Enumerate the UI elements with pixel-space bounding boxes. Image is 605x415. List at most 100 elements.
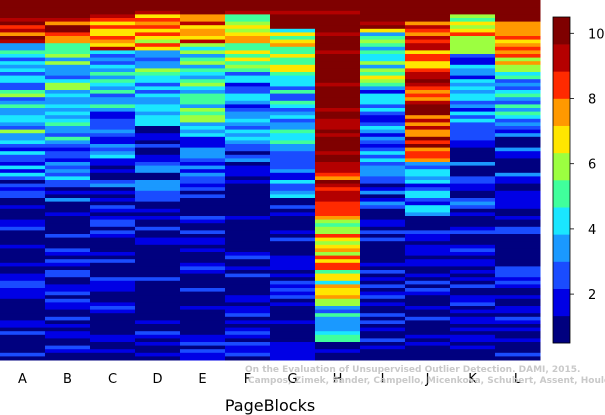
heatmap-cell <box>270 75 316 80</box>
heatmap-cell <box>315 0 361 5</box>
heatmap-cell <box>360 97 406 102</box>
heatmap-cell <box>495 90 541 95</box>
heatmap-cell <box>315 201 361 206</box>
heatmap-cell <box>135 190 181 195</box>
heatmap-cell <box>405 230 451 235</box>
heatmap-cell <box>360 129 406 134</box>
heatmap-cell <box>180 342 226 347</box>
heatmap-cell <box>0 154 46 159</box>
heatmap-cell <box>270 147 316 152</box>
heatmap-cell <box>405 309 451 314</box>
heatmap-cell <box>90 306 136 311</box>
heatmap-cell <box>225 46 271 51</box>
heatmap-cell <box>360 14 406 19</box>
heatmap-cell <box>360 21 406 26</box>
heatmap-cell <box>360 169 406 174</box>
heatmap-cell <box>495 262 541 267</box>
heatmap-cell <box>360 154 406 159</box>
heatmap-cell <box>405 90 451 95</box>
heatmap-cell <box>315 187 361 192</box>
heatmap-cell <box>225 79 271 84</box>
heatmap-cell <box>315 165 361 170</box>
heatmap-cell <box>315 75 361 80</box>
heatmap-cell <box>360 115 406 120</box>
heatmap-cell <box>450 75 496 80</box>
heatmap-cell <box>180 331 226 336</box>
heatmap-cell <box>360 162 406 167</box>
heatmap-cell <box>405 172 451 177</box>
heatmap-cell <box>315 21 361 26</box>
heatmap-cell <box>0 162 46 167</box>
colorbar-segment <box>553 98 570 126</box>
heatmap-cell <box>135 169 181 174</box>
x-axis-label: PageBlocks <box>225 396 315 415</box>
heatmap-cell <box>180 284 226 289</box>
heatmap-cell <box>45 273 91 278</box>
heatmap-cell <box>0 75 46 80</box>
heatmap-cell <box>0 266 46 271</box>
heatmap-cell <box>450 18 496 23</box>
heatmap-cell <box>90 349 136 354</box>
heatmap-cell <box>135 183 181 188</box>
heatmap-cell <box>45 180 91 185</box>
heatmap-cell <box>225 169 271 174</box>
heatmap-cell <box>45 90 91 95</box>
heatmap-cell <box>270 270 316 275</box>
heatmap-cell <box>45 208 91 213</box>
heatmap-cell <box>495 313 541 318</box>
heatmap-cell <box>315 298 361 303</box>
heatmap-cell <box>360 234 406 239</box>
heatmap-cell <box>450 273 496 278</box>
heatmap-cell <box>270 230 316 235</box>
heatmap-cell <box>450 208 496 213</box>
heatmap-cell <box>45 111 91 116</box>
heatmap-cell <box>450 115 496 120</box>
heatmap-cell <box>45 82 91 87</box>
heatmap-cell <box>90 295 136 300</box>
heatmap-cell <box>180 14 226 19</box>
heatmap-cell <box>135 230 181 235</box>
heatmap-cell <box>270 295 316 300</box>
heatmap-cell <box>495 25 541 30</box>
heatmap-cell <box>90 18 136 23</box>
heatmap-cell <box>495 32 541 37</box>
heatmap-cell <box>450 334 496 339</box>
heatmap-cell <box>135 201 181 206</box>
heatmap-cell <box>135 302 181 307</box>
heatmap-cell <box>270 165 316 170</box>
heatmap-cell <box>270 345 316 350</box>
heatmap-cell <box>0 201 46 206</box>
heatmap-cell <box>270 61 316 66</box>
heatmap-cell <box>450 14 496 19</box>
heatmap-cell <box>225 57 271 62</box>
heatmap-cell <box>450 291 496 296</box>
colorbar-frame <box>552 16 571 344</box>
heatmap-cell <box>450 0 496 5</box>
heatmap-cell <box>180 190 226 195</box>
heatmap-cell <box>315 162 361 167</box>
heatmap-cell <box>405 126 451 131</box>
heatmap-cell <box>405 208 451 213</box>
heatmap-cell <box>495 298 541 303</box>
colorbar-segment <box>553 234 570 262</box>
heatmap-cell <box>315 216 361 221</box>
heatmap-cell <box>360 126 406 131</box>
heatmap-cell <box>315 302 361 307</box>
heatmap-cell <box>135 266 181 271</box>
heatmap-cell <box>90 194 136 199</box>
heatmap-cell <box>360 28 406 33</box>
heatmap-cell <box>495 352 541 357</box>
heatmap-cell <box>225 86 271 91</box>
heatmap-cell <box>0 320 46 325</box>
heatmap-cell <box>315 104 361 109</box>
heatmap-cell <box>495 338 541 343</box>
heatmap-cell <box>495 46 541 51</box>
colorbar-tick-label: 6 <box>588 158 596 173</box>
heatmap-cell <box>180 302 226 307</box>
heatmap-cell <box>0 3 46 8</box>
heatmap-cell <box>495 93 541 98</box>
heatmap-cell <box>270 216 316 221</box>
heatmap-cell <box>225 226 271 231</box>
heatmap-cell <box>270 338 316 343</box>
colorbar-tick-label: 8 <box>588 93 596 108</box>
